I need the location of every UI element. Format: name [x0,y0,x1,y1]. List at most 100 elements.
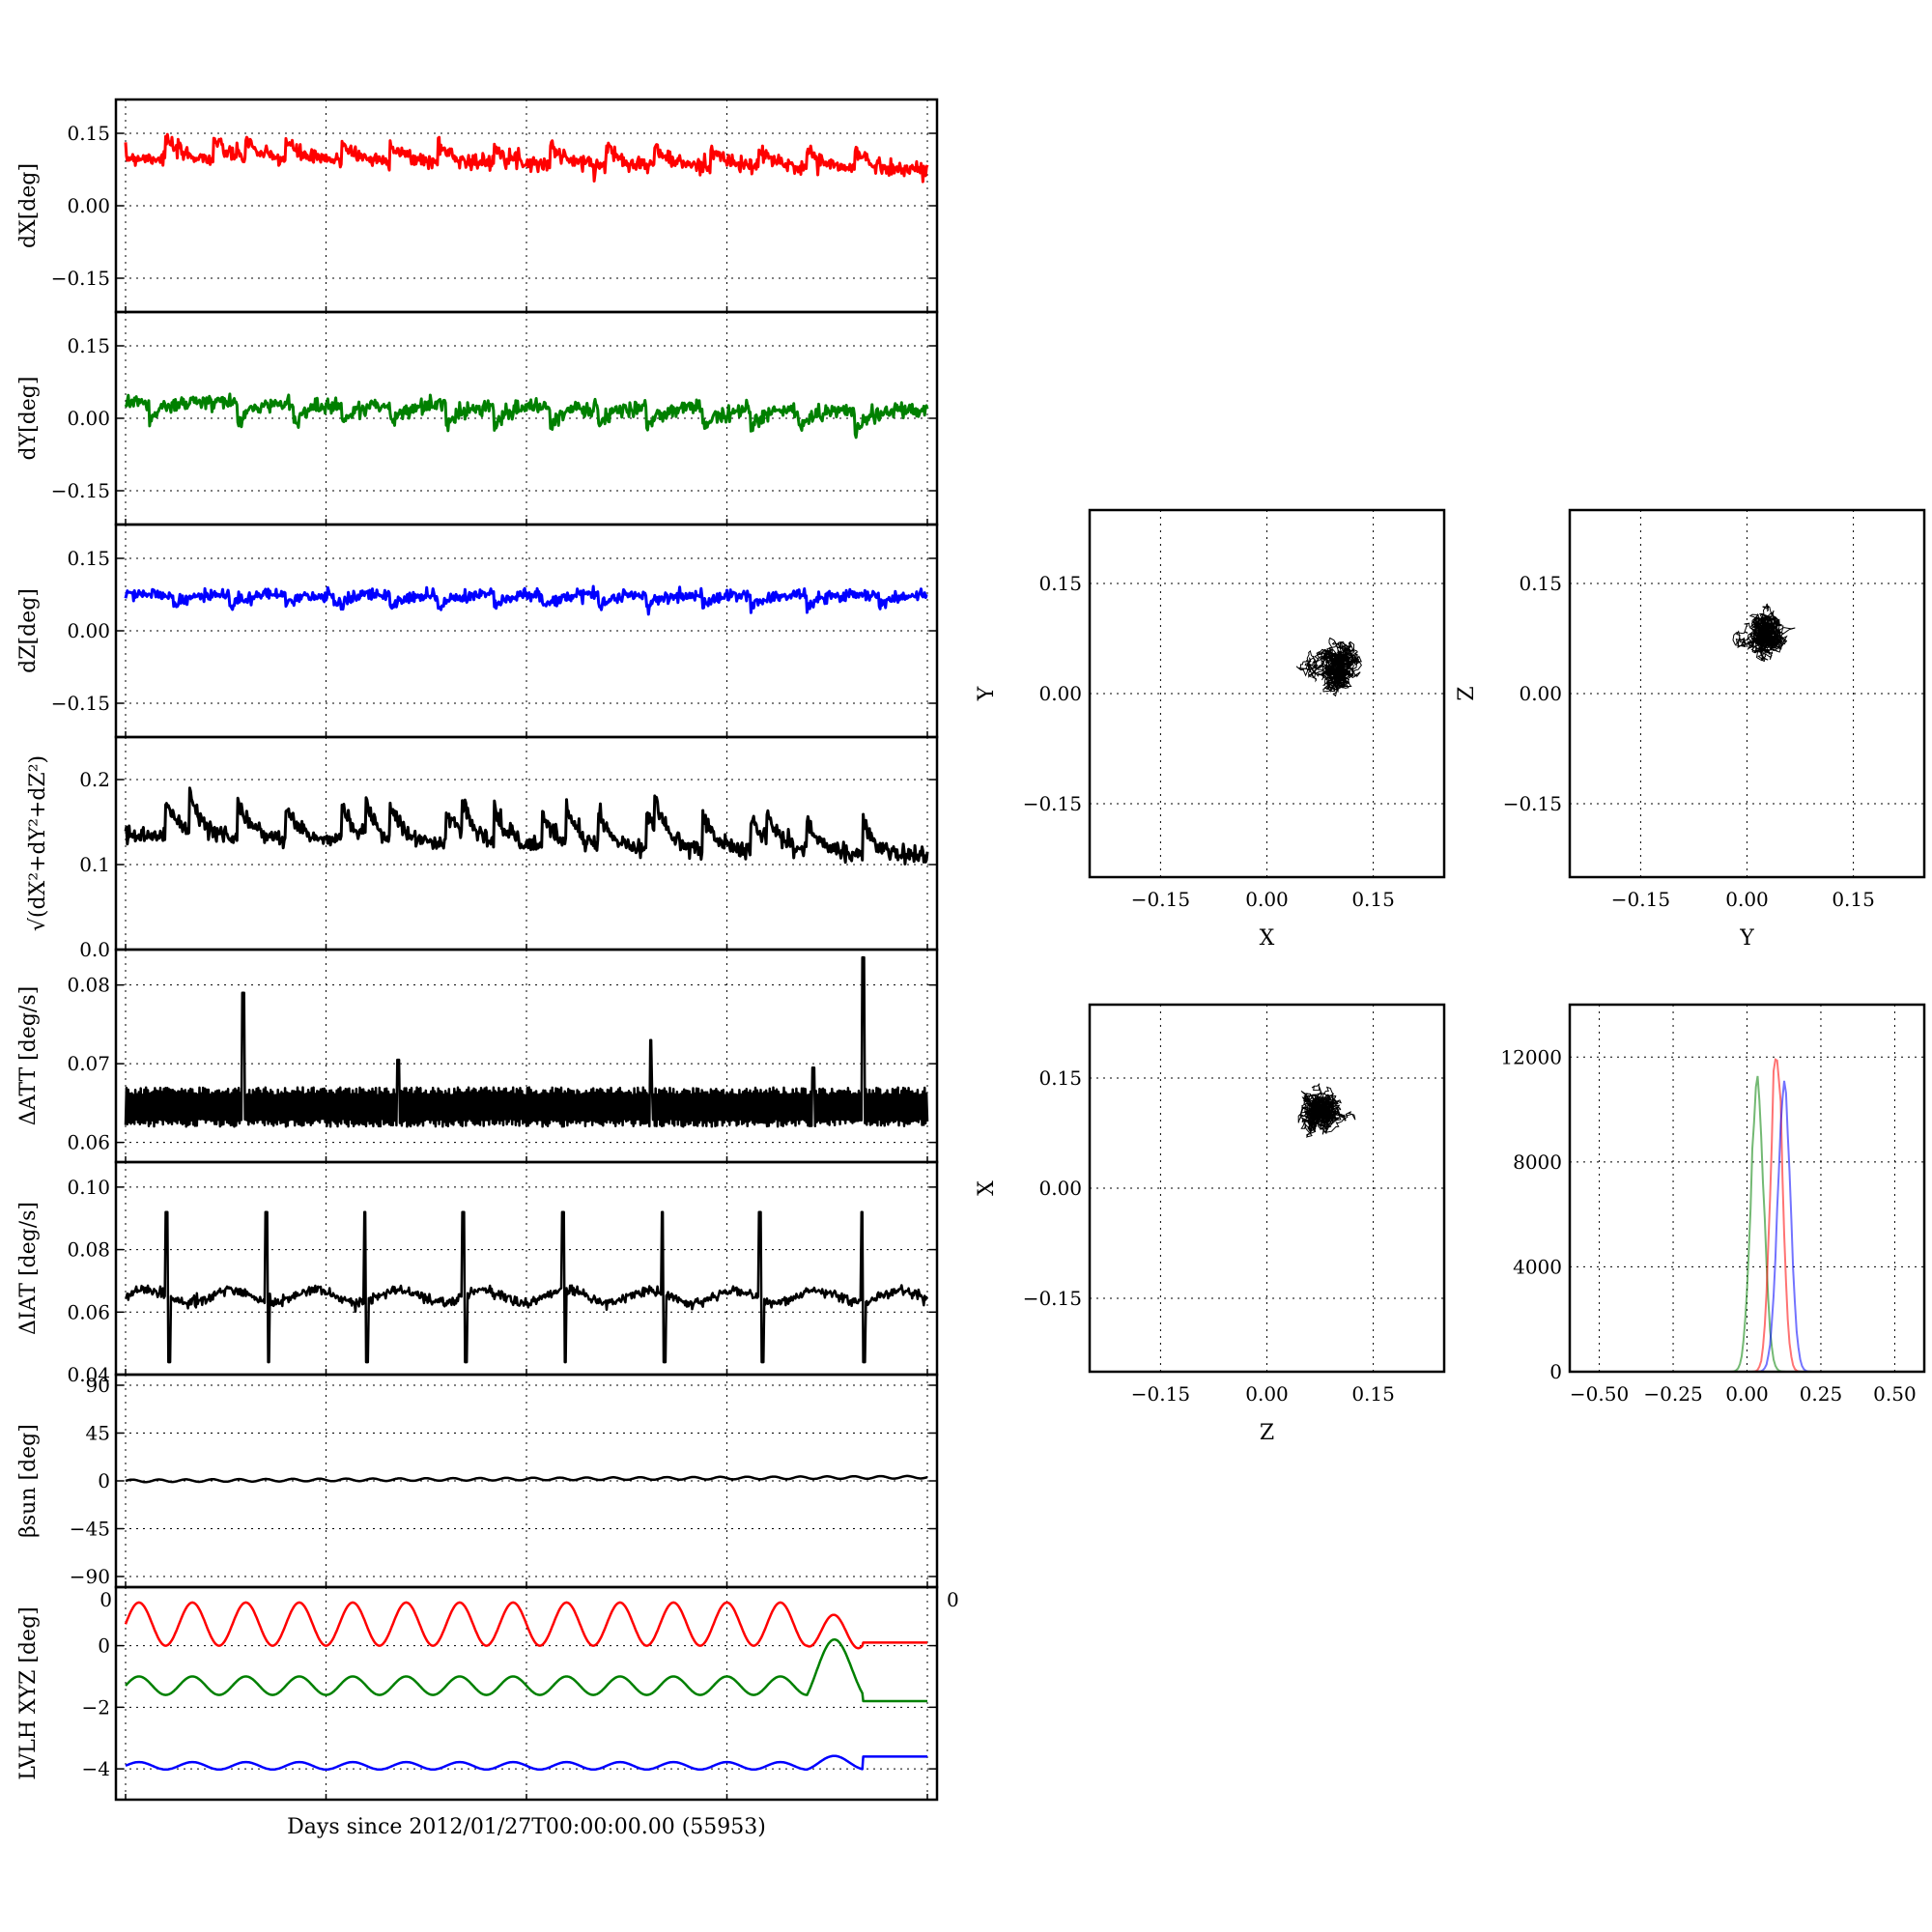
series-line-1 [125,1474,928,1484]
panel-frame [1088,508,1446,879]
y-tick-label: 0.0 [79,938,110,961]
x-tick-label: 0.00 [1245,888,1289,911]
panel-2: 0.15 0.00 −0.15 dY[deg] [16,310,939,526]
series-line-3 [125,1754,928,1772]
panel-frame [1568,508,1926,879]
y-tick-label: 0.00 [1038,682,1082,705]
x-tick-label: 0.15 [1832,888,1875,911]
y-tick-label: −0.15 [51,267,110,290]
series-line-1 [124,1601,928,1650]
y-tick-label: 90 [86,1374,110,1397]
y-tick-label: 8000 [1513,1151,1562,1174]
y-tick-label: 0 [1549,1360,1562,1383]
series-line-1 [124,1210,929,1364]
y-axis-label: X [975,1180,999,1196]
y-axis-label: Z [1455,686,1479,700]
y-axis-label: Y [975,686,999,701]
y-tick-label: 0.15 [67,334,110,357]
y-tick-label: 0.00 [67,619,110,642]
y-tick-label: −0.15 [1503,792,1562,815]
y-tick-label: 0.15 [67,122,110,145]
y-tick-label: 0.00 [67,407,110,430]
x-tick-label: 0.50 [1873,1382,1917,1406]
x-tick-label: −0.15 [1131,888,1190,911]
x-axis-label: Y [1739,926,1754,951]
x-tick-label: 0.00 [1245,1382,1289,1406]
y-tick-label: 0.00 [1038,1177,1082,1200]
y-axis-label: ΔATT [deg/s] [16,986,41,1125]
x-tick-label: 0 [947,1588,959,1611]
y-axis-label: dX[deg] [16,163,41,248]
y-tick-label: −0.15 [1023,1287,1082,1310]
y-tick-label: 0.10 [67,1176,110,1199]
y-tick-label: 45 [86,1422,110,1445]
y-tick-label: −0.15 [51,479,110,502]
x-tick-label: −0.25 [1643,1382,1702,1406]
y-tick-label: 0.15 [1038,572,1082,595]
y-tick-label: −45 [70,1518,110,1541]
scatter-panel-3: −0.15 0.00 0.15 0.15 0.00 −0.15 Z X [975,1003,1446,1445]
panel-1: 0.15 0.00 −0.15 dX[deg] [16,98,939,314]
y-tick-label: 0.06 [67,1131,110,1154]
panel-8: 0 −2 −4 LVLH XYZ [deg] 0 0 [16,1585,959,1802]
panel-5: 0.08 0.07 0.06 ΔATT [deg/s] [16,948,939,1164]
x-tick-label: 0.15 [1351,1382,1395,1406]
panel-frame [1088,1003,1446,1374]
scatter-panel-1: −0.15 0.00 0.15 0.15 0.00 −0.15 X Y [975,508,1446,951]
x-axis-label: X [1260,926,1275,951]
y-tick-label: 0.15 [67,547,110,570]
x-tick-label: 0.25 [1800,1382,1843,1406]
y-tick-label: 4000 [1513,1255,1562,1278]
y-axis-label: ΔIAT [deg/s] [16,1202,41,1335]
x-tick-label: 0.00 [1725,1382,1769,1406]
y-tick-label: −2 [82,1695,110,1719]
panel-4: 0.2 0.1 0.0 √(dX²+dY²+dZ²) [26,735,939,961]
y-tick-label: 0 [98,1469,110,1492]
scatter-trace [1297,1083,1356,1138]
y-axis-label: βsun [deg] [16,1424,41,1538]
y-tick-label: −90 [70,1565,110,1588]
x-tick-label: −0.15 [1611,888,1670,911]
x-tick-label: −0.50 [1570,1382,1629,1406]
y-tick-label: 0.00 [67,194,110,217]
x-tick-label: 0 [99,1588,112,1611]
y-tick-label: 0.15 [1519,572,1562,595]
y-tick-label: −0.15 [51,692,110,715]
y-tick-label: 0.04 [67,1363,110,1386]
plots: 0.150.00−0.15dX[deg]0.150.00−0.15dY[deg]… [16,98,1926,1802]
y-tick-label: 0.08 [67,974,110,997]
y-tick-label: 0.07 [67,1052,110,1075]
histogram-panel: −0.50 −0.25 0.00 0.25 0.50 12000 8000 4000 0 [1500,1003,1926,1406]
series-line-1 [124,392,929,440]
y-tick-label: 0 [98,1634,110,1658]
scatter-trace [1732,603,1796,663]
x-axis-label: Z [1260,1421,1274,1445]
y-tick-label: 0.2 [79,768,110,791]
x-axis-label: Days since 2012/01/27T00:00:00.00 (55953… [287,1815,766,1839]
y-axis-label: dZ[deg] [16,588,41,673]
y-tick-label: −0.15 [1023,792,1082,815]
series-line-1 [124,955,929,1128]
series-line-2 [125,1638,928,1703]
x-tick-label: −0.15 [1131,1382,1190,1406]
y-tick-label: 12000 [1500,1045,1562,1068]
series-line-1 [124,786,929,866]
y-tick-label: 0.08 [67,1238,110,1262]
scatter-panel-2: −0.15 0.00 0.15 0.15 0.00 −0.15 Y Z [1455,508,1926,951]
y-axis-label: dY[deg] [16,377,41,461]
scatter-trace [1295,637,1363,697]
panel-7: 90 45 0 −45 −90 βsun [deg] [16,1373,939,1589]
y-tick-label: −4 [82,1757,110,1780]
y-tick-label: 0.1 [79,853,110,876]
series-line-1 [124,132,929,184]
x-tick-label: 0.00 [1725,888,1769,911]
y-axis-label: LVLH XYZ [deg] [16,1606,41,1780]
series-line-1 [124,584,928,616]
y-tick-label: 0.00 [1519,682,1562,705]
panel-frame [1568,1003,1926,1374]
y-tick-label: 0.06 [67,1300,110,1323]
y-axis-label: √(dX²+dY²+dZ²) [26,755,50,931]
y-tick-label: 0.15 [1038,1066,1082,1090]
